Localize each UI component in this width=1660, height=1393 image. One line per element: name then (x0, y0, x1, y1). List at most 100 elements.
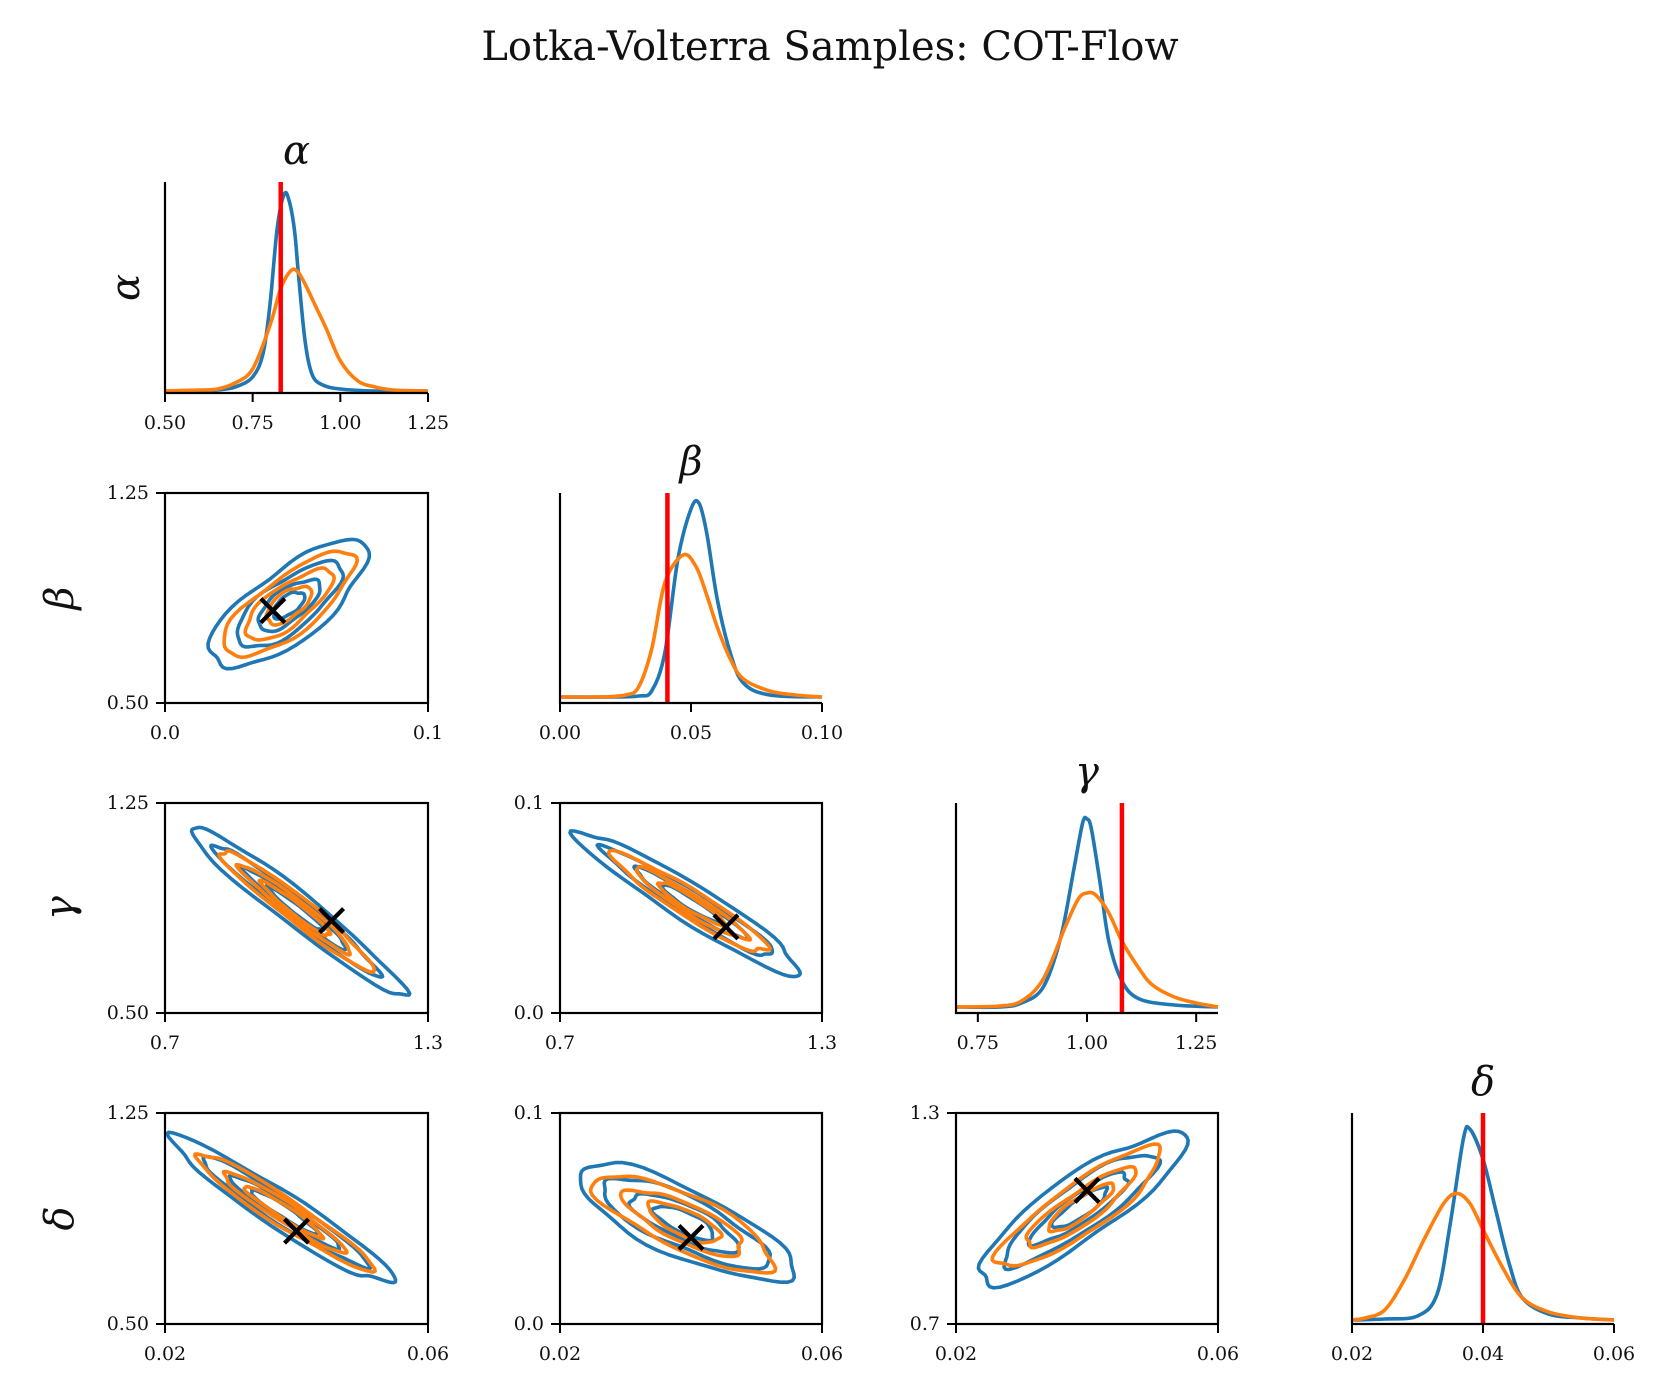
true-value-marker (318, 907, 346, 935)
panel-title: γ (1075, 749, 1099, 795)
contour-orange (588, 1174, 778, 1275)
x-tick-label: 0.06 (407, 1343, 449, 1365)
y-tick-label: 0.1 (514, 792, 544, 814)
x-tick-label: 1.25 (407, 412, 449, 434)
density-curve-orange (559, 552, 823, 699)
x-tick-label: 0.05 (670, 722, 712, 744)
density-curve-blue (1351, 1124, 1615, 1322)
y-tick-label: 1.3 (910, 1102, 940, 1124)
density-curve-blue (955, 815, 1219, 1010)
y-tick-label: 0.50 (107, 1313, 149, 1335)
x-tick-label: 1.25 (1175, 1032, 1217, 1054)
x-tick-label: 0.02 (935, 1343, 977, 1365)
axis-spines (163, 182, 428, 395)
true-value-marker (283, 1217, 310, 1245)
density-curve-blue (164, 190, 429, 393)
y-tick-label: 0.1 (514, 1102, 544, 1124)
x-tick-label: 1.00 (319, 412, 361, 434)
contour-orange (221, 1169, 349, 1255)
contour-blue (626, 1191, 741, 1255)
row-ylabel: γ (37, 896, 83, 920)
contour-blue (189, 825, 412, 997)
x-tick-label: 0.02 (1331, 1343, 1373, 1365)
axis-box (558, 1111, 824, 1326)
x-tick-label: 0.7 (150, 1032, 180, 1054)
contour-orange (655, 881, 728, 928)
contour-blue (235, 558, 346, 649)
panel-d33: γ 0.75 1.00 1.25 (954, 749, 1219, 1054)
contour-blue (256, 577, 322, 634)
contour-orange (1024, 1164, 1138, 1250)
contour-blue (206, 537, 372, 671)
axis-box (163, 1111, 430, 1326)
contour-orange (264, 584, 314, 627)
density-curve-blue (559, 498, 823, 699)
x-tick-label: 1.00 (1066, 1032, 1108, 1054)
density-curve-orange (1351, 1191, 1615, 1322)
row-ylabel: α (103, 274, 149, 301)
contour-orange (222, 549, 360, 660)
true-value-marker (259, 597, 287, 625)
contour-blue (237, 863, 348, 952)
figure-title: Lotka-Volterra Samples: COT-Flow (481, 24, 1178, 70)
x-tick-label: 0.06 (1593, 1343, 1635, 1365)
x-tick-label: 0.0 (150, 722, 180, 744)
x-tick-label: 0.04 (1462, 1343, 1504, 1365)
x-tick-label: 0.7 (545, 1032, 575, 1054)
true-value-marker (677, 1224, 705, 1251)
panel-d44: δ 0.02 0.04 0.06 (1331, 1059, 1635, 1365)
panel-p32: 0.0 0.1 0.7 1.3 (514, 792, 837, 1054)
axis-box (163, 801, 430, 1015)
contour-blue (568, 829, 802, 979)
y-tick-label: 1.25 (107, 1102, 149, 1124)
x-tick-label: 0.02 (539, 1343, 581, 1365)
axis-spines (558, 493, 822, 705)
y-tick-label: 0.50 (107, 1002, 149, 1024)
x-tick-label: 1.3 (807, 1032, 837, 1054)
contour-blue (165, 1130, 398, 1285)
panel-title: β (677, 439, 702, 485)
y-tick-label: 1.25 (107, 792, 149, 814)
contour-orange (234, 862, 352, 957)
contour-blue (271, 590, 307, 621)
axis-box (558, 801, 824, 1015)
axis-box (954, 1111, 1220, 1326)
x-tick-label: 0.06 (1197, 1343, 1239, 1365)
panel-title: α (283, 128, 310, 174)
contour-orange (193, 1152, 377, 1274)
x-tick-label: 1.3 (413, 1032, 443, 1054)
x-tick-label: 0.06 (801, 1343, 843, 1365)
axis-box (163, 491, 430, 705)
contour-orange (618, 1188, 744, 1259)
contour-orange (257, 878, 333, 938)
contour-orange (243, 566, 336, 642)
x-tick-label: 0.02 (144, 1343, 186, 1365)
panel-d22: β 0.00 0.05 0.10 (539, 439, 843, 744)
density-curve-orange (164, 267, 429, 393)
panel-title: δ (1471, 1059, 1495, 1105)
y-tick-label: 0.0 (514, 1002, 544, 1024)
true-value-marker (712, 913, 740, 941)
x-tick-label: 0.75 (957, 1032, 999, 1054)
panel-d11: α 0.50 0.75 1.00 1.25 α (103, 128, 449, 434)
contour-orange (634, 864, 753, 942)
contour-orange (1047, 1181, 1116, 1234)
row-ylabel: δ (37, 1206, 83, 1230)
contour-blue (976, 1129, 1190, 1290)
y-tick-label: 0.7 (910, 1313, 940, 1335)
panel-p41: 0.50 1.25 0.02 0.06 δ (37, 1102, 449, 1365)
panels: α 0.50 0.75 1.00 1.25 α β 0.00 0.05 0.10 γ 0.75 1.00… (37, 128, 1635, 1365)
x-tick-label: 0.75 (232, 412, 274, 434)
y-tick-label: 1.25 (107, 482, 149, 504)
panel-p31: 0.50 1.25 0.7 1.3 γ (37, 792, 443, 1054)
axis-spines (954, 803, 1218, 1015)
x-tick-label: 0.00 (539, 722, 581, 744)
panel-p42: 0.0 0.1 0.02 0.06 (514, 1102, 843, 1365)
panel-p21: 0.50 1.25 0.0 0.1 β (37, 482, 443, 744)
contour-blue (578, 1160, 796, 1284)
contour-orange (990, 1142, 1162, 1268)
panel-p43: 0.7 1.3 0.02 0.06 (910, 1102, 1239, 1365)
true-value-marker (1073, 1176, 1101, 1204)
y-tick-label: 0.0 (514, 1313, 544, 1335)
